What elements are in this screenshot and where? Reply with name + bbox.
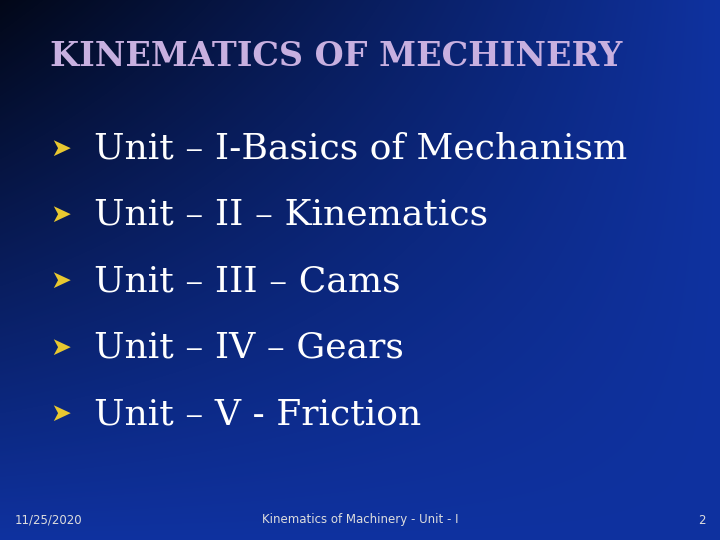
Text: Unit – III – Cams: Unit – III – Cams <box>94 265 400 298</box>
Text: ➤: ➤ <box>50 269 71 293</box>
Text: ➤: ➤ <box>50 203 71 227</box>
Text: 11/25/2020: 11/25/2020 <box>14 514 82 526</box>
Text: 2: 2 <box>698 514 706 526</box>
Text: Unit – V - Friction: Unit – V - Friction <box>94 397 421 431</box>
Text: ➤: ➤ <box>50 336 71 360</box>
Text: Unit – II – Kinematics: Unit – II – Kinematics <box>94 198 487 232</box>
Text: Kinematics of Machinery - Unit - I: Kinematics of Machinery - Unit - I <box>262 514 458 526</box>
Text: ➤: ➤ <box>50 137 71 160</box>
Text: Unit – I-Basics of Mechanism: Unit – I-Basics of Mechanism <box>94 132 627 165</box>
Text: Unit – IV – Gears: Unit – IV – Gears <box>94 331 403 364</box>
Text: ➤: ➤ <box>50 402 71 426</box>
Text: KINEMATICS OF MECHINERY: KINEMATICS OF MECHINERY <box>50 40 623 73</box>
